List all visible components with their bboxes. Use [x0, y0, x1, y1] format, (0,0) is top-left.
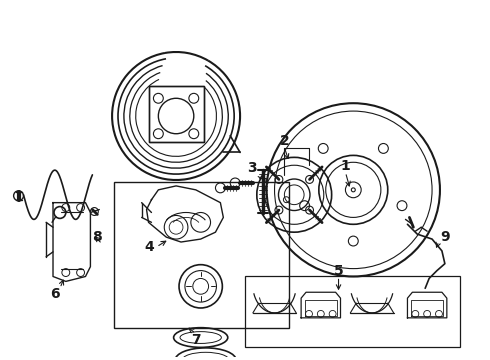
Text: 6: 6	[50, 287, 60, 301]
Bar	[148, 86, 204, 141]
Bar	[148, 86, 204, 141]
Bar	[245, 276, 460, 347]
Text: 2: 2	[279, 134, 289, 148]
Circle shape	[351, 188, 355, 192]
Text: 9: 9	[440, 230, 450, 244]
Text: 4: 4	[145, 240, 154, 254]
Text: 1: 1	[341, 159, 350, 173]
Text: 3: 3	[247, 161, 257, 175]
Bar	[114, 182, 289, 328]
Text: 7: 7	[191, 333, 200, 346]
Text: 5: 5	[334, 264, 343, 278]
Text: 8: 8	[93, 230, 102, 244]
